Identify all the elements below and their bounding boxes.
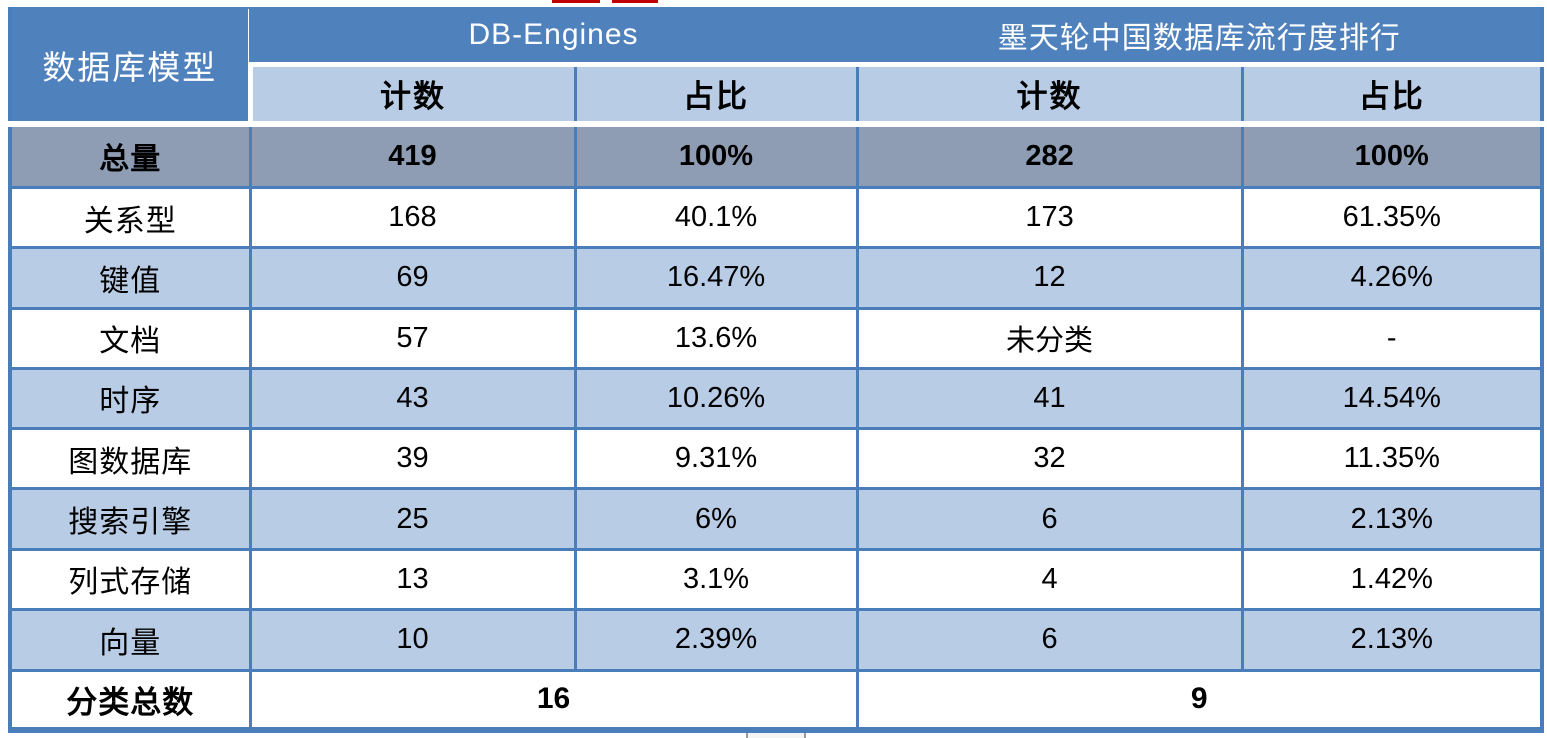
cell-value: 4 bbox=[855, 547, 1244, 612]
cell-value: 282 bbox=[855, 120, 1244, 189]
cell-value: 6 bbox=[855, 487, 1244, 551]
cell-value: 4.26% bbox=[1240, 246, 1544, 310]
cell-value: 100% bbox=[573, 120, 859, 189]
column-header-share-db: 占比 bbox=[573, 61, 859, 127]
cell-value: 100% bbox=[1240, 120, 1544, 189]
category-row: 搜索引擎 25 6% 6 2.13% bbox=[8, 487, 1544, 551]
cell-value: - bbox=[1240, 306, 1544, 370]
cell-value: 69 bbox=[248, 246, 577, 310]
row-label: 关系型 bbox=[8, 185, 252, 250]
cell-value: 11.35% bbox=[1240, 427, 1544, 491]
cell-value: 14.54% bbox=[1240, 366, 1544, 431]
category-row: 键值 69 16.47% 12 4.26% bbox=[8, 246, 1544, 310]
cell-value: 12 bbox=[855, 246, 1244, 310]
footer-row: 分类总数 16 9 bbox=[8, 668, 1544, 732]
cell-total-categories-mtl: 9 bbox=[855, 668, 1544, 732]
cell-value: 2.13% bbox=[1240, 487, 1544, 551]
cell-value: 32 bbox=[855, 427, 1244, 491]
group-header-row: 数据库模型 DB-Engines 墨天轮中国数据库流行度排行 bbox=[8, 7, 1544, 127]
category-row: 列式存储 13 3.1% 4 1.42% bbox=[8, 547, 1544, 612]
cell-value: 16.47% bbox=[573, 246, 859, 310]
column-header-count-db: 计数 bbox=[247, 61, 577, 127]
row-label: 搜索引擎 bbox=[8, 487, 252, 551]
total-row: 总量 419 100% 282 100% bbox=[8, 120, 1544, 189]
cell-value: 39 bbox=[248, 427, 577, 491]
row-label: 图数据库 bbox=[8, 427, 252, 491]
red-annotation-artifact bbox=[612, 0, 658, 3]
cell-value: 未分类 bbox=[855, 306, 1244, 370]
column-header-share-mtl: 占比 bbox=[1240, 61, 1544, 127]
row-label: 列式存储 bbox=[8, 547, 252, 612]
group-header-db-engines: DB-Engines bbox=[248, 7, 859, 67]
column-header-count-mtl: 计数 bbox=[855, 61, 1244, 127]
horizontal-scrollbar-thumb[interactable] bbox=[746, 733, 806, 738]
cell-value: 10 bbox=[248, 608, 577, 672]
cell-value: 9.31% bbox=[573, 427, 859, 491]
red-annotation-artifact bbox=[552, 0, 600, 3]
cell-value: 2.39% bbox=[573, 608, 859, 672]
row-label: 键值 bbox=[8, 246, 252, 310]
cell-value: 6 bbox=[855, 608, 1244, 672]
category-row: 向量 10 2.39% 6 2.13% bbox=[8, 608, 1544, 672]
cell-value: 419 bbox=[248, 120, 577, 189]
cell-total-categories-db: 16 bbox=[248, 668, 859, 732]
row-label: 向量 bbox=[8, 608, 252, 672]
cell-value: 43 bbox=[248, 366, 577, 431]
cell-value: 168 bbox=[248, 185, 577, 250]
cell-value: 3.1% bbox=[573, 547, 859, 612]
group-header-motianlun: 墨天轮中国数据库流行度排行 bbox=[855, 7, 1544, 67]
cell-value: 61.35% bbox=[1240, 185, 1544, 250]
cell-value: 2.13% bbox=[1240, 608, 1544, 672]
category-row: 文档 57 13.6% 未分类 - bbox=[8, 306, 1544, 370]
database-model-comparison-table: 数据库模型 DB-Engines 墨天轮中国数据库流行度排行 计数 占比 计数 … bbox=[8, 7, 1545, 733]
cell-value: 41 bbox=[855, 366, 1244, 431]
cell-value: 25 bbox=[248, 487, 577, 551]
cell-value: 10.26% bbox=[573, 366, 859, 431]
category-row: 时序 43 10.26% 41 14.54% bbox=[8, 366, 1544, 431]
category-row: 图数据库 39 9.31% 32 11.35% bbox=[8, 427, 1544, 491]
corner-header-cell: 数据库模型 bbox=[8, 7, 252, 127]
cell-value: 57 bbox=[248, 306, 577, 370]
cell-value: 1.42% bbox=[1240, 547, 1544, 612]
row-label: 时序 bbox=[8, 366, 252, 431]
row-label: 文档 bbox=[8, 306, 252, 370]
comparison-table-wrapper: 数据库模型 DB-Engines 墨天轮中国数据库流行度排行 计数 占比 计数 … bbox=[8, 7, 1545, 734]
category-row: 关系型 168 40.1% 173 61.35% bbox=[8, 185, 1544, 250]
cell-value: 40.1% bbox=[573, 185, 859, 250]
table-footer: 分类总数 16 9 bbox=[8, 668, 1544, 732]
table-body: 总量 419 100% 282 100% 关系型 168 40.1% 173 61.35% 键值 69… bbox=[8, 120, 1544, 672]
cell-value: 6% bbox=[573, 487, 859, 551]
cell-value: 173 bbox=[855, 185, 1244, 250]
table-header: 数据库模型 DB-Engines 墨天轮中国数据库流行度排行 计数 占比 计数 … bbox=[8, 7, 1544, 127]
cell-value: 13 bbox=[248, 547, 577, 612]
cell-value: 13.6% bbox=[573, 306, 859, 370]
sub-header-row: 计数 占比 计数 占比 bbox=[10, 61, 1544, 127]
row-label: 总量 bbox=[8, 120, 252, 189]
row-label: 分类总数 bbox=[8, 668, 252, 732]
